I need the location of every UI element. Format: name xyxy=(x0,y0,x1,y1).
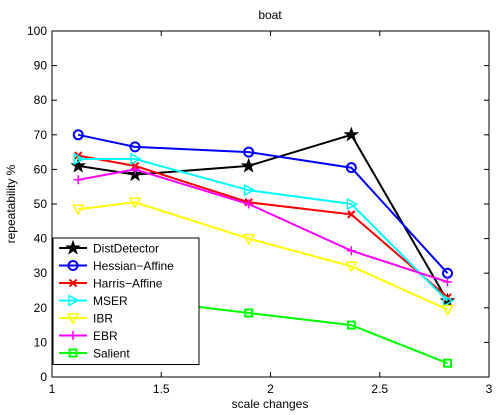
legend-item: Hessian−Affine xyxy=(59,259,174,273)
y-tick-label: 20 xyxy=(34,301,48,315)
y-tick-label: 90 xyxy=(34,59,48,73)
y-tick-label: 40 xyxy=(34,232,48,246)
y-tick-label: 50 xyxy=(34,197,48,211)
y-tick-label: 0 xyxy=(40,370,47,384)
legend-label: Salient xyxy=(93,347,130,361)
legend-item: Salient xyxy=(59,347,130,361)
point-marker-plus xyxy=(442,277,452,287)
point-marker-circle xyxy=(67,260,79,271)
point-marker-triangle-down xyxy=(441,304,454,317)
series-triangle-down xyxy=(71,197,454,317)
point-marker-square xyxy=(442,358,452,368)
series-line xyxy=(77,133,449,274)
legend: DistDetector Hessian−Affine Harris−Affine M… xyxy=(52,237,200,365)
x-tick-label: 1 xyxy=(49,382,56,396)
point-marker-circle xyxy=(345,162,357,174)
legend-item: Harris−Affine xyxy=(59,277,163,291)
legend-item: IBR xyxy=(59,312,113,326)
point-marker-square xyxy=(346,320,356,330)
point-marker-triangle-right xyxy=(442,294,455,308)
point-marker-square xyxy=(244,308,254,318)
point-marker-circle xyxy=(72,129,84,141)
series-circle xyxy=(72,129,453,279)
y-tick-label: 60 xyxy=(34,162,48,176)
y-tick-label: 30 xyxy=(34,266,48,280)
point-marker-star xyxy=(127,166,143,182)
legend-label: Harris−Affine xyxy=(93,277,163,291)
point-marker-triangle-down xyxy=(71,204,85,216)
point-marker-circle xyxy=(129,141,141,153)
y-tick-label: 80 xyxy=(34,93,48,107)
y-axis-label: repeatability % xyxy=(4,164,18,243)
legend-label: MSER xyxy=(93,294,128,308)
point-marker-triangle-right xyxy=(68,294,80,307)
x-tick-label: 1.5 xyxy=(153,382,170,396)
y-tick-label: 100 xyxy=(27,24,47,38)
point-marker-plus xyxy=(73,175,83,185)
point-marker-triangle-right xyxy=(130,152,142,166)
point-marker-circle xyxy=(243,146,255,158)
point-marker-star xyxy=(65,239,81,255)
point-marker-star xyxy=(70,157,87,173)
series-triangle-right xyxy=(73,152,455,308)
point-marker-triangle-right xyxy=(243,183,256,197)
point-marker-x xyxy=(347,210,356,219)
point-marker-plus xyxy=(130,164,140,174)
legend-item: DistDetector xyxy=(59,239,159,256)
point-marker-triangle-down xyxy=(242,233,255,246)
chart-title: boat xyxy=(258,8,282,22)
point-marker-star xyxy=(240,157,257,173)
point-marker-plus xyxy=(244,199,254,209)
point-marker-plus xyxy=(68,331,78,340)
series-line xyxy=(78,201,448,311)
point-marker-plus xyxy=(346,246,356,256)
point-marker-triangle-down xyxy=(66,313,80,325)
legend-label: EBR xyxy=(93,329,118,343)
y-tick-label: 10 xyxy=(34,335,48,349)
legend-label: Hessian−Affine xyxy=(93,259,174,273)
series-plus xyxy=(73,164,452,287)
point-marker-triangle-down xyxy=(128,197,142,209)
legend-item: EBR xyxy=(59,329,118,343)
x-tick-label: 2.5 xyxy=(371,382,388,396)
series-line xyxy=(78,158,449,302)
legend-label: IBR xyxy=(93,312,113,326)
point-marker-triangle-right xyxy=(73,152,85,166)
point-marker-x xyxy=(68,278,78,288)
x-tick-label: 3 xyxy=(486,382,493,396)
legend-label: DistDetector xyxy=(93,242,159,256)
point-marker-triangle-down xyxy=(345,261,358,273)
series-layer xyxy=(70,126,456,368)
point-marker-square xyxy=(68,348,78,358)
legend-item: MSER xyxy=(59,294,128,308)
x-axis-label: scale changes xyxy=(232,397,309,411)
y-tick-label: 70 xyxy=(34,128,48,142)
point-marker-triangle-right xyxy=(346,197,358,211)
x-tick-label: 2 xyxy=(267,382,274,396)
point-marker-star xyxy=(343,126,360,142)
